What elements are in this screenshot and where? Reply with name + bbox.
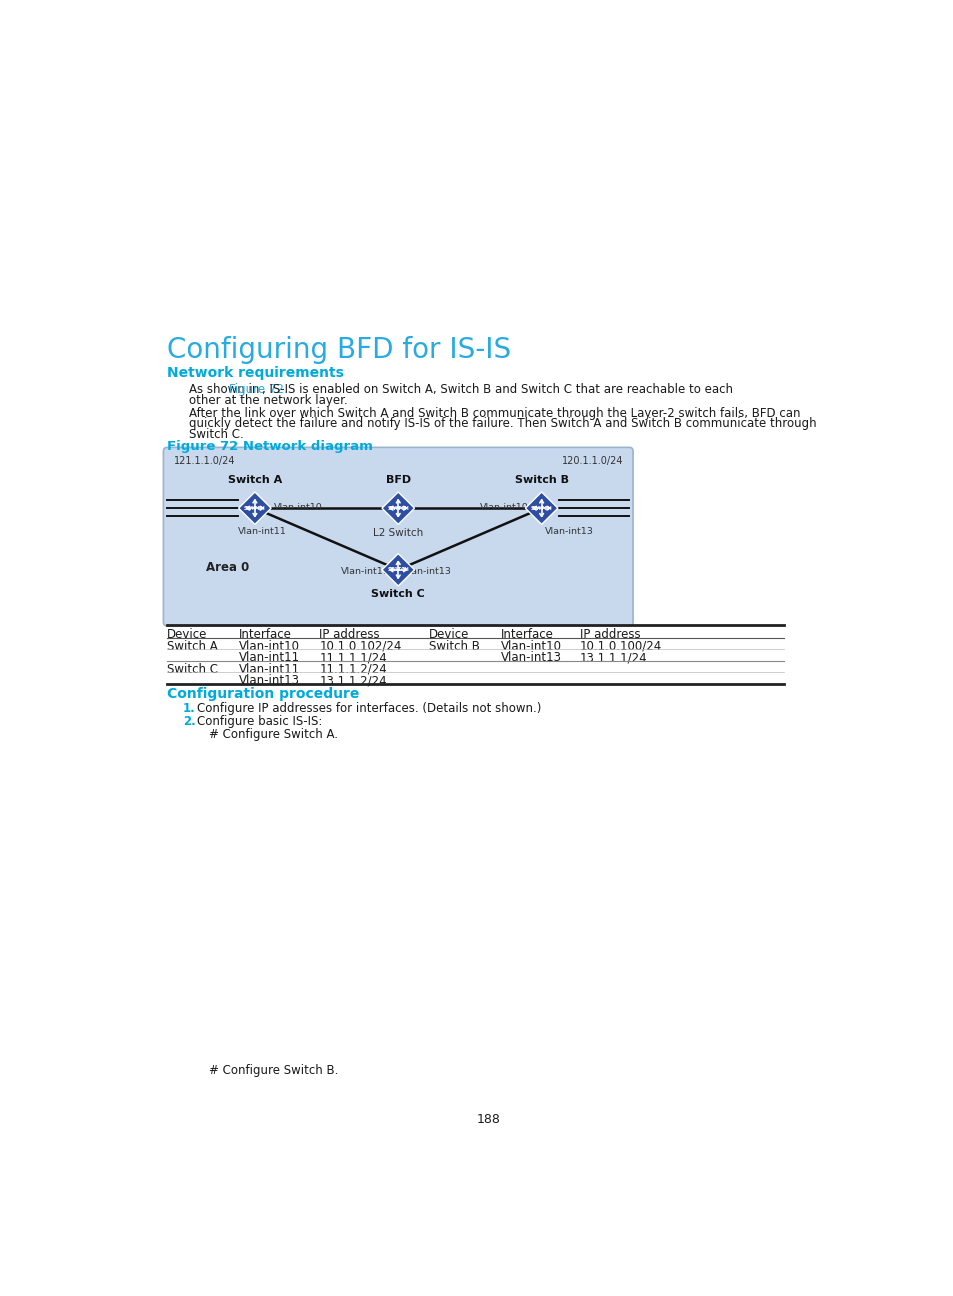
Polygon shape [381,492,415,525]
Text: Vlan-int10: Vlan-int10 [239,640,300,653]
Text: IP address: IP address [579,627,639,640]
Text: Vlan-int13: Vlan-int13 [402,566,452,575]
Text: Network requirements: Network requirements [167,367,344,381]
Text: 188: 188 [476,1113,500,1126]
Polygon shape [238,492,271,525]
Text: Switch C: Switch C [371,588,425,599]
Text: Device: Device [167,627,208,640]
Text: As shown in: As shown in [189,384,263,397]
Text: Vlan-int13: Vlan-int13 [544,526,593,535]
Text: Configuring BFD for IS-IS: Configuring BFD for IS-IS [167,336,511,364]
Text: Vlan-int11: Vlan-int11 [239,652,300,665]
Text: Interface: Interface [239,627,292,640]
Text: 11.1.1.2/24: 11.1.1.2/24 [319,664,387,677]
Text: SWITCH: SWITCH [387,505,409,511]
Text: 120.1.1.0/24: 120.1.1.0/24 [561,456,622,465]
Text: Switch B: Switch B [429,640,479,653]
Text: Switch A: Switch A [228,476,282,485]
Text: Figure 72 Network diagram: Figure 72 Network diagram [167,441,373,454]
Text: # Configure Switch A.: # Configure Switch A. [209,728,337,741]
Text: Interface: Interface [500,627,553,640]
Text: 2.: 2. [183,715,195,728]
Text: 11.1.1.1/24: 11.1.1.1/24 [319,652,387,665]
Text: 1.: 1. [183,702,195,715]
Text: 13.1.1.2/24: 13.1.1.2/24 [319,674,386,687]
Text: Vlan-int11: Vlan-int11 [239,664,300,677]
Text: Switch B: Switch B [514,476,568,485]
Text: L2 Switch: L2 Switch [373,529,423,538]
Text: Switch C: Switch C [167,664,218,677]
Text: SWITCH: SWITCH [387,568,409,573]
Text: other at the network layer.: other at the network layer. [189,394,348,407]
Text: Device: Device [429,627,469,640]
Text: Figure 72: Figure 72 [229,384,284,397]
Text: Switch A: Switch A [167,640,218,653]
Text: 10.1.0.100/24: 10.1.0.100/24 [579,640,661,653]
Text: Vlan-int13: Vlan-int13 [239,674,300,687]
Text: Configure basic IS-IS:: Configure basic IS-IS: [196,715,322,728]
Text: After the link over which Switch A and Switch B communicate through the Layer-2 : After the link over which Switch A and S… [189,407,800,420]
Text: 121.1.1.0/24: 121.1.1.0/24 [173,456,234,465]
Text: 13.1.1.1/24: 13.1.1.1/24 [579,652,646,665]
Text: Vlan-int11: Vlan-int11 [237,526,286,535]
Text: IP address: IP address [319,627,379,640]
Text: Vlan-int10: Vlan-int10 [274,503,322,512]
Polygon shape [381,553,415,586]
Text: Configure IP addresses for interfaces. (Details not shown.): Configure IP addresses for interfaces. (… [196,702,540,715]
Text: # Configure Switch B.: # Configure Switch B. [209,1064,338,1077]
Polygon shape [525,492,558,525]
Text: , IS-IS is enabled on Switch A, Switch B and Switch C that are reachable to each: , IS-IS is enabled on Switch A, Switch B… [261,384,732,397]
Text: SWITCH: SWITCH [530,505,552,511]
Text: Vlan-int10: Vlan-int10 [500,640,561,653]
Text: 10.1.0.102/24: 10.1.0.102/24 [319,640,401,653]
Text: SWITCH: SWITCH [244,505,266,511]
Text: Switch C.: Switch C. [189,428,244,441]
Text: Vlan-int13: Vlan-int13 [500,652,561,665]
Text: quickly detect the failure and notify IS-IS of the failure. Then Switch A and Sw: quickly detect the failure and notify IS… [189,417,816,430]
Text: Vlan-int10: Vlan-int10 [479,503,528,512]
FancyBboxPatch shape [163,447,633,626]
Text: Area 0: Area 0 [206,561,249,574]
Text: Vlan-int11: Vlan-int11 [340,566,389,575]
Text: BFD: BFD [385,476,411,485]
Text: Configuration procedure: Configuration procedure [167,687,359,701]
